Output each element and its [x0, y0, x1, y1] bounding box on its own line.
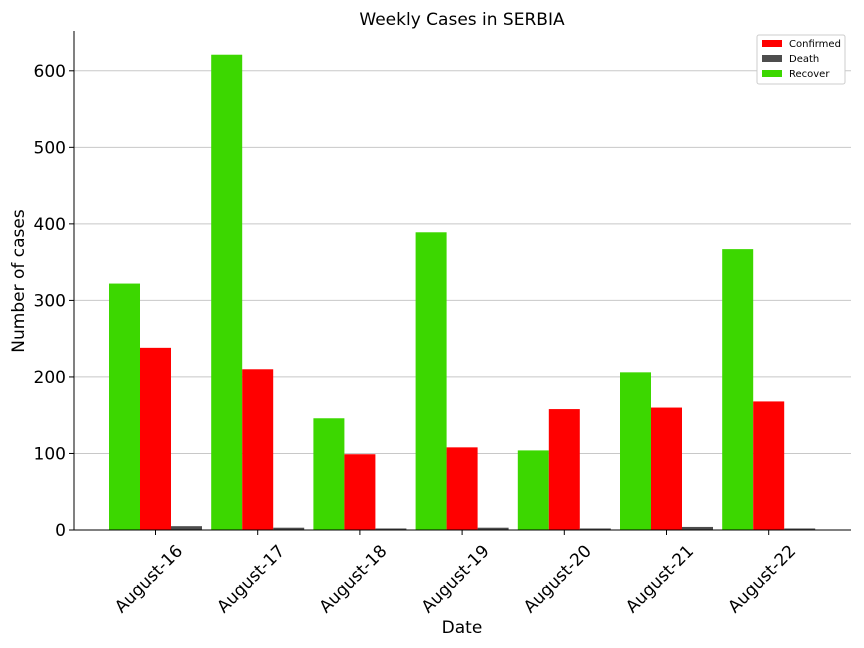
bar-confirmed-august-17: [242, 369, 274, 530]
legend-swatch-confirmed: [762, 40, 782, 47]
bar-confirmed-august-18: [344, 454, 376, 530]
bar-recover-august-21: [620, 372, 651, 530]
bar-recover-august-18: [313, 418, 345, 530]
x-axis-label: Date: [442, 618, 483, 638]
x-tick-label: August-21: [622, 541, 698, 617]
legend-swatch-death: [762, 55, 782, 62]
bar-death-august-19: [477, 527, 509, 530]
y-tick-label: 100: [34, 444, 66, 464]
bar-death-august-16: [171, 526, 202, 530]
bars: [109, 54, 816, 531]
bar-recover-august-22: [722, 249, 754, 531]
y-tick-label: 300: [34, 291, 66, 311]
bar-confirmed-august-19: [446, 447, 478, 530]
legend-label-confirmed: Confirmed: [789, 39, 841, 50]
legend-label-recover: Recover: [789, 69, 830, 80]
x-tick-label: August-16: [111, 541, 187, 617]
y-tick-label: 0: [55, 521, 66, 541]
x-tick-label: August-20: [520, 541, 596, 617]
legend-swatch-recover: [762, 70, 782, 77]
bar-death-august-20: [579, 528, 611, 530]
bar-confirmed-august-21: [651, 407, 682, 530]
bar-death-august-18: [375, 528, 407, 530]
bar-death-august-21: [682, 526, 713, 530]
bar-recover-august-17: [211, 54, 243, 530]
x-tick-label: August-18: [316, 541, 392, 617]
x-tick-label: August-22: [724, 541, 800, 617]
bar-death-august-17: [273, 527, 305, 530]
bar-confirmed-august-22: [753, 401, 785, 530]
chart-title: Weekly Cases in SERBIA: [359, 10, 565, 30]
y-axis-label: Number of cases: [9, 209, 29, 353]
bar-confirmed-august-20: [548, 409, 580, 530]
bar-recover-august-20: [517, 450, 549, 530]
bar-confirmed-august-16: [140, 347, 171, 530]
x-tick-label: August-17: [213, 541, 289, 617]
y-tick-label: 500: [34, 138, 66, 158]
x-ticks: August-16 August-17 August-18 August-19 Augu…: [111, 530, 800, 617]
legend: Confirmed Death Recover: [756, 34, 846, 85]
legend-label-death: Death: [789, 54, 819, 65]
y-ticks: 0 100 200 300 400 500 600: [34, 62, 74, 541]
y-tick-label: 600: [34, 62, 66, 82]
bar-recover-august-16: [109, 283, 140, 530]
bar-recover-august-19: [415, 232, 447, 530]
gridlines: [74, 70, 851, 454]
bar-death-august-22: [784, 528, 816, 530]
y-tick-label: 200: [34, 368, 66, 388]
x-tick-label: August-19: [418, 541, 494, 617]
y-tick-label: 400: [34, 215, 66, 235]
